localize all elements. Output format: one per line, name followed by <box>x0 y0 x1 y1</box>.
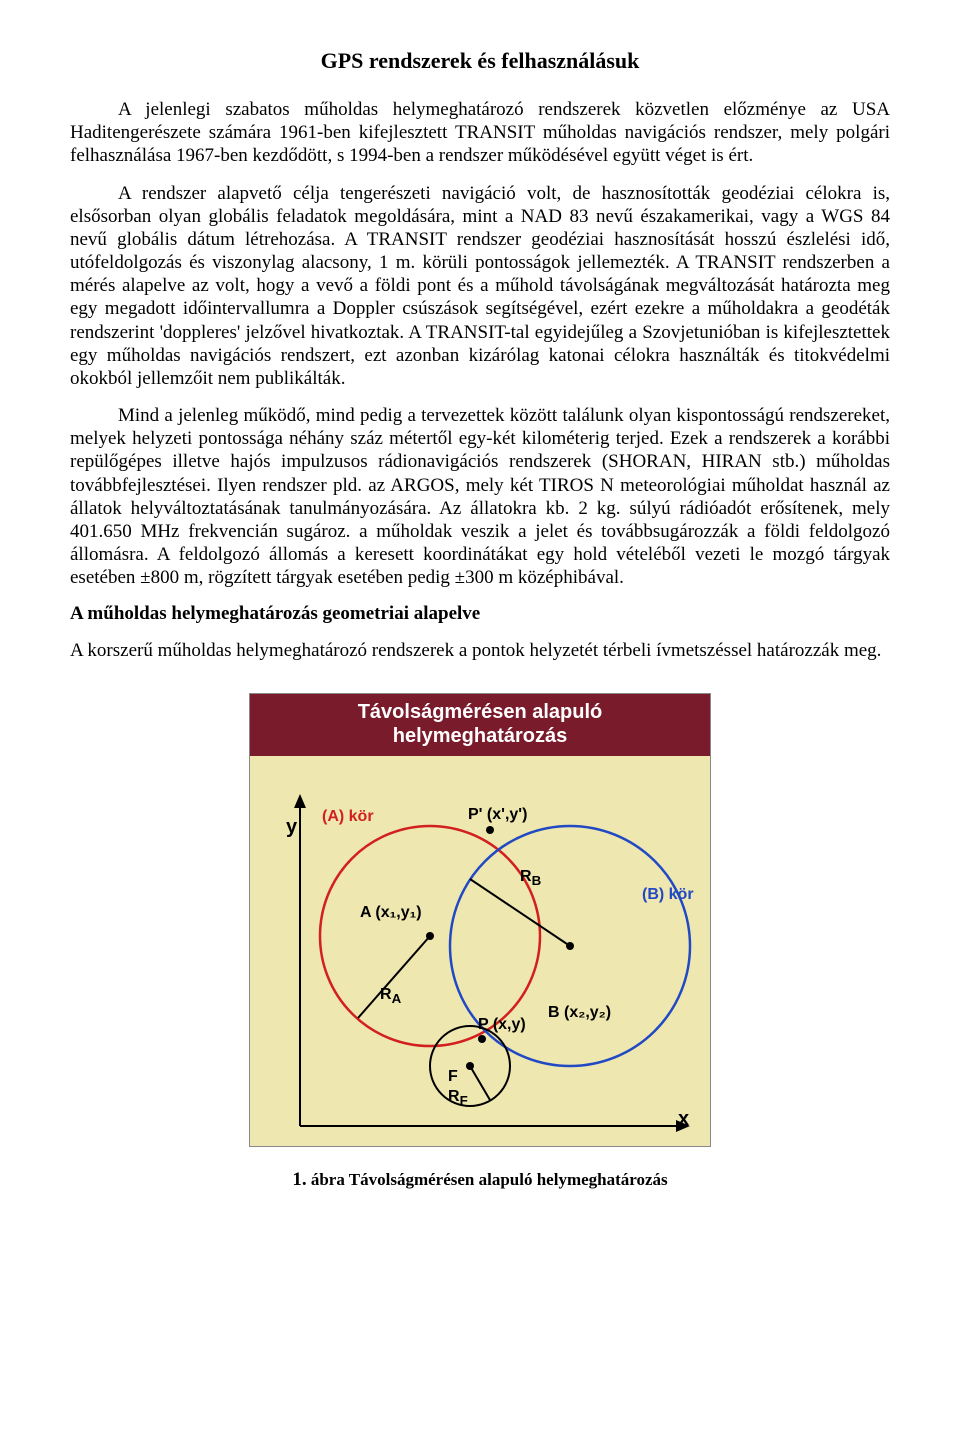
p-prime-label: P' (x',y') <box>468 806 527 824</box>
paragraph-4: A korszerű műholdas helymeghatározó rend… <box>70 639 890 662</box>
figure-caption: 1. ábra Távolságmérésen alapuló helymegh… <box>70 1169 890 1191</box>
figure: Távolságmérésen alapuló helymeghatározás… <box>249 693 711 1147</box>
figure-body: y x (A) kör (B) kör P' (x',y') A (x₁,y₁)… <box>250 756 710 1146</box>
page: GPS rendszerek és felhasználásuk A jelen… <box>0 0 960 1231</box>
a-center-label: A (x₁,y₁) <box>360 904 422 922</box>
figure-container: Távolságmérésen alapuló helymeghatározás… <box>70 693 890 1191</box>
rf-label: RF <box>448 1088 468 1108</box>
axis-x-label: x <box>678 1108 689 1131</box>
figure-banner: Távolságmérésen alapuló helymeghatározás <box>250 694 710 756</box>
axis-y-label: y <box>286 816 297 839</box>
paragraph-2: A rendszer alapvető célja tengerészeti n… <box>70 182 890 391</box>
p-label: P (x,y) <box>478 1016 526 1034</box>
caption-text: ábra Távolságmérésen alapuló helymeghatá… <box>307 1170 668 1189</box>
subheading: A műholdas helymeghatározás geometriai a… <box>70 603 890 625</box>
f-label: F <box>448 1068 458 1086</box>
circle-a-label: (A) kör <box>322 808 374 826</box>
page-title: GPS rendszerek és felhasználásuk <box>70 48 890 74</box>
b-center-label: B (x₂,y₂) <box>548 1004 611 1022</box>
rb-label: RB <box>520 868 541 888</box>
paragraph-1: A jelenlegi szabatos műholdas helymeghat… <box>70 98 890 168</box>
ra-label: RA <box>380 986 401 1006</box>
circle-b-label: (B) kör <box>642 886 694 904</box>
figure-banner-line2: helymeghatározás <box>393 725 568 747</box>
caption-number: 1. <box>292 1169 306 1190</box>
paragraph-3: Mind a jelenleg működő, mind pedig a ter… <box>70 404 890 589</box>
figure-banner-line1: Távolságmérésen alapuló <box>358 701 603 723</box>
